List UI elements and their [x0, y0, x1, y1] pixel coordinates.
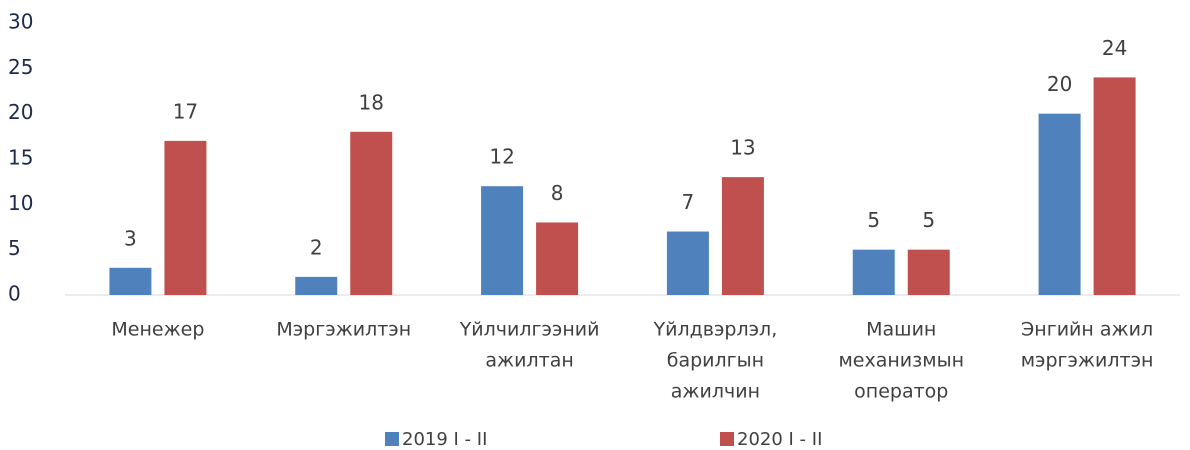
x-tick-label: оператор: [854, 381, 948, 403]
x-tick-label: Үйлчилгээний: [459, 319, 600, 341]
data-label: 3: [124, 226, 137, 250]
bar: [1093, 77, 1136, 296]
x-tick-label: Машин: [866, 319, 936, 341]
bar: [721, 177, 764, 295]
y-tick-label: 5: [8, 236, 21, 260]
data-label: 5: [867, 208, 880, 232]
y-tick-label: 15: [8, 146, 33, 170]
bar: [295, 276, 338, 295]
data-label: 24: [1102, 36, 1127, 60]
data-label: 20: [1047, 72, 1072, 96]
bar: [536, 222, 579, 295]
y-tick-label: 20: [8, 100, 33, 124]
data-label: 2: [310, 235, 323, 259]
x-tick-label: Үйлдвэрлэл,: [653, 319, 778, 341]
x-tick-label: Мэргэжилтэн: [276, 319, 411, 341]
x-tick-label: барилгын: [667, 350, 764, 372]
data-label: 7: [682, 190, 695, 214]
bar: [1038, 113, 1081, 296]
bar: [666, 231, 709, 295]
x-tick-label: ажилтан: [485, 350, 573, 372]
legend-label: 2020 I - II: [737, 429, 822, 450]
bar: [164, 140, 207, 295]
bar: [907, 249, 950, 295]
bar: [852, 249, 895, 295]
bar: [109, 267, 152, 295]
legend-swatch: [385, 432, 399, 446]
y-tick-label: 0: [8, 282, 21, 306]
legend-label: 2019 I - II: [402, 429, 487, 450]
data-label: 17: [173, 99, 198, 123]
x-tick-label: Энгийн ажил: [1021, 319, 1153, 341]
data-label: 13: [730, 136, 755, 160]
bar: [350, 131, 393, 295]
data-label: 18: [359, 90, 384, 114]
x-tick-label: мэргэжилтэн: [1021, 350, 1154, 372]
bar: [481, 186, 524, 295]
data-label: 12: [489, 145, 514, 169]
x-tick-label: ажилчин: [671, 381, 760, 403]
y-tick-label: 25: [8, 55, 33, 79]
x-tick-label: Менежер: [111, 319, 204, 341]
y-tick-label: 30: [8, 10, 33, 34]
data-label: 8: [551, 181, 564, 205]
x-tick-label: механизмын: [838, 350, 964, 372]
data-label: 5: [922, 208, 935, 232]
legend-swatch: [720, 432, 734, 446]
y-tick-label: 10: [8, 191, 33, 215]
